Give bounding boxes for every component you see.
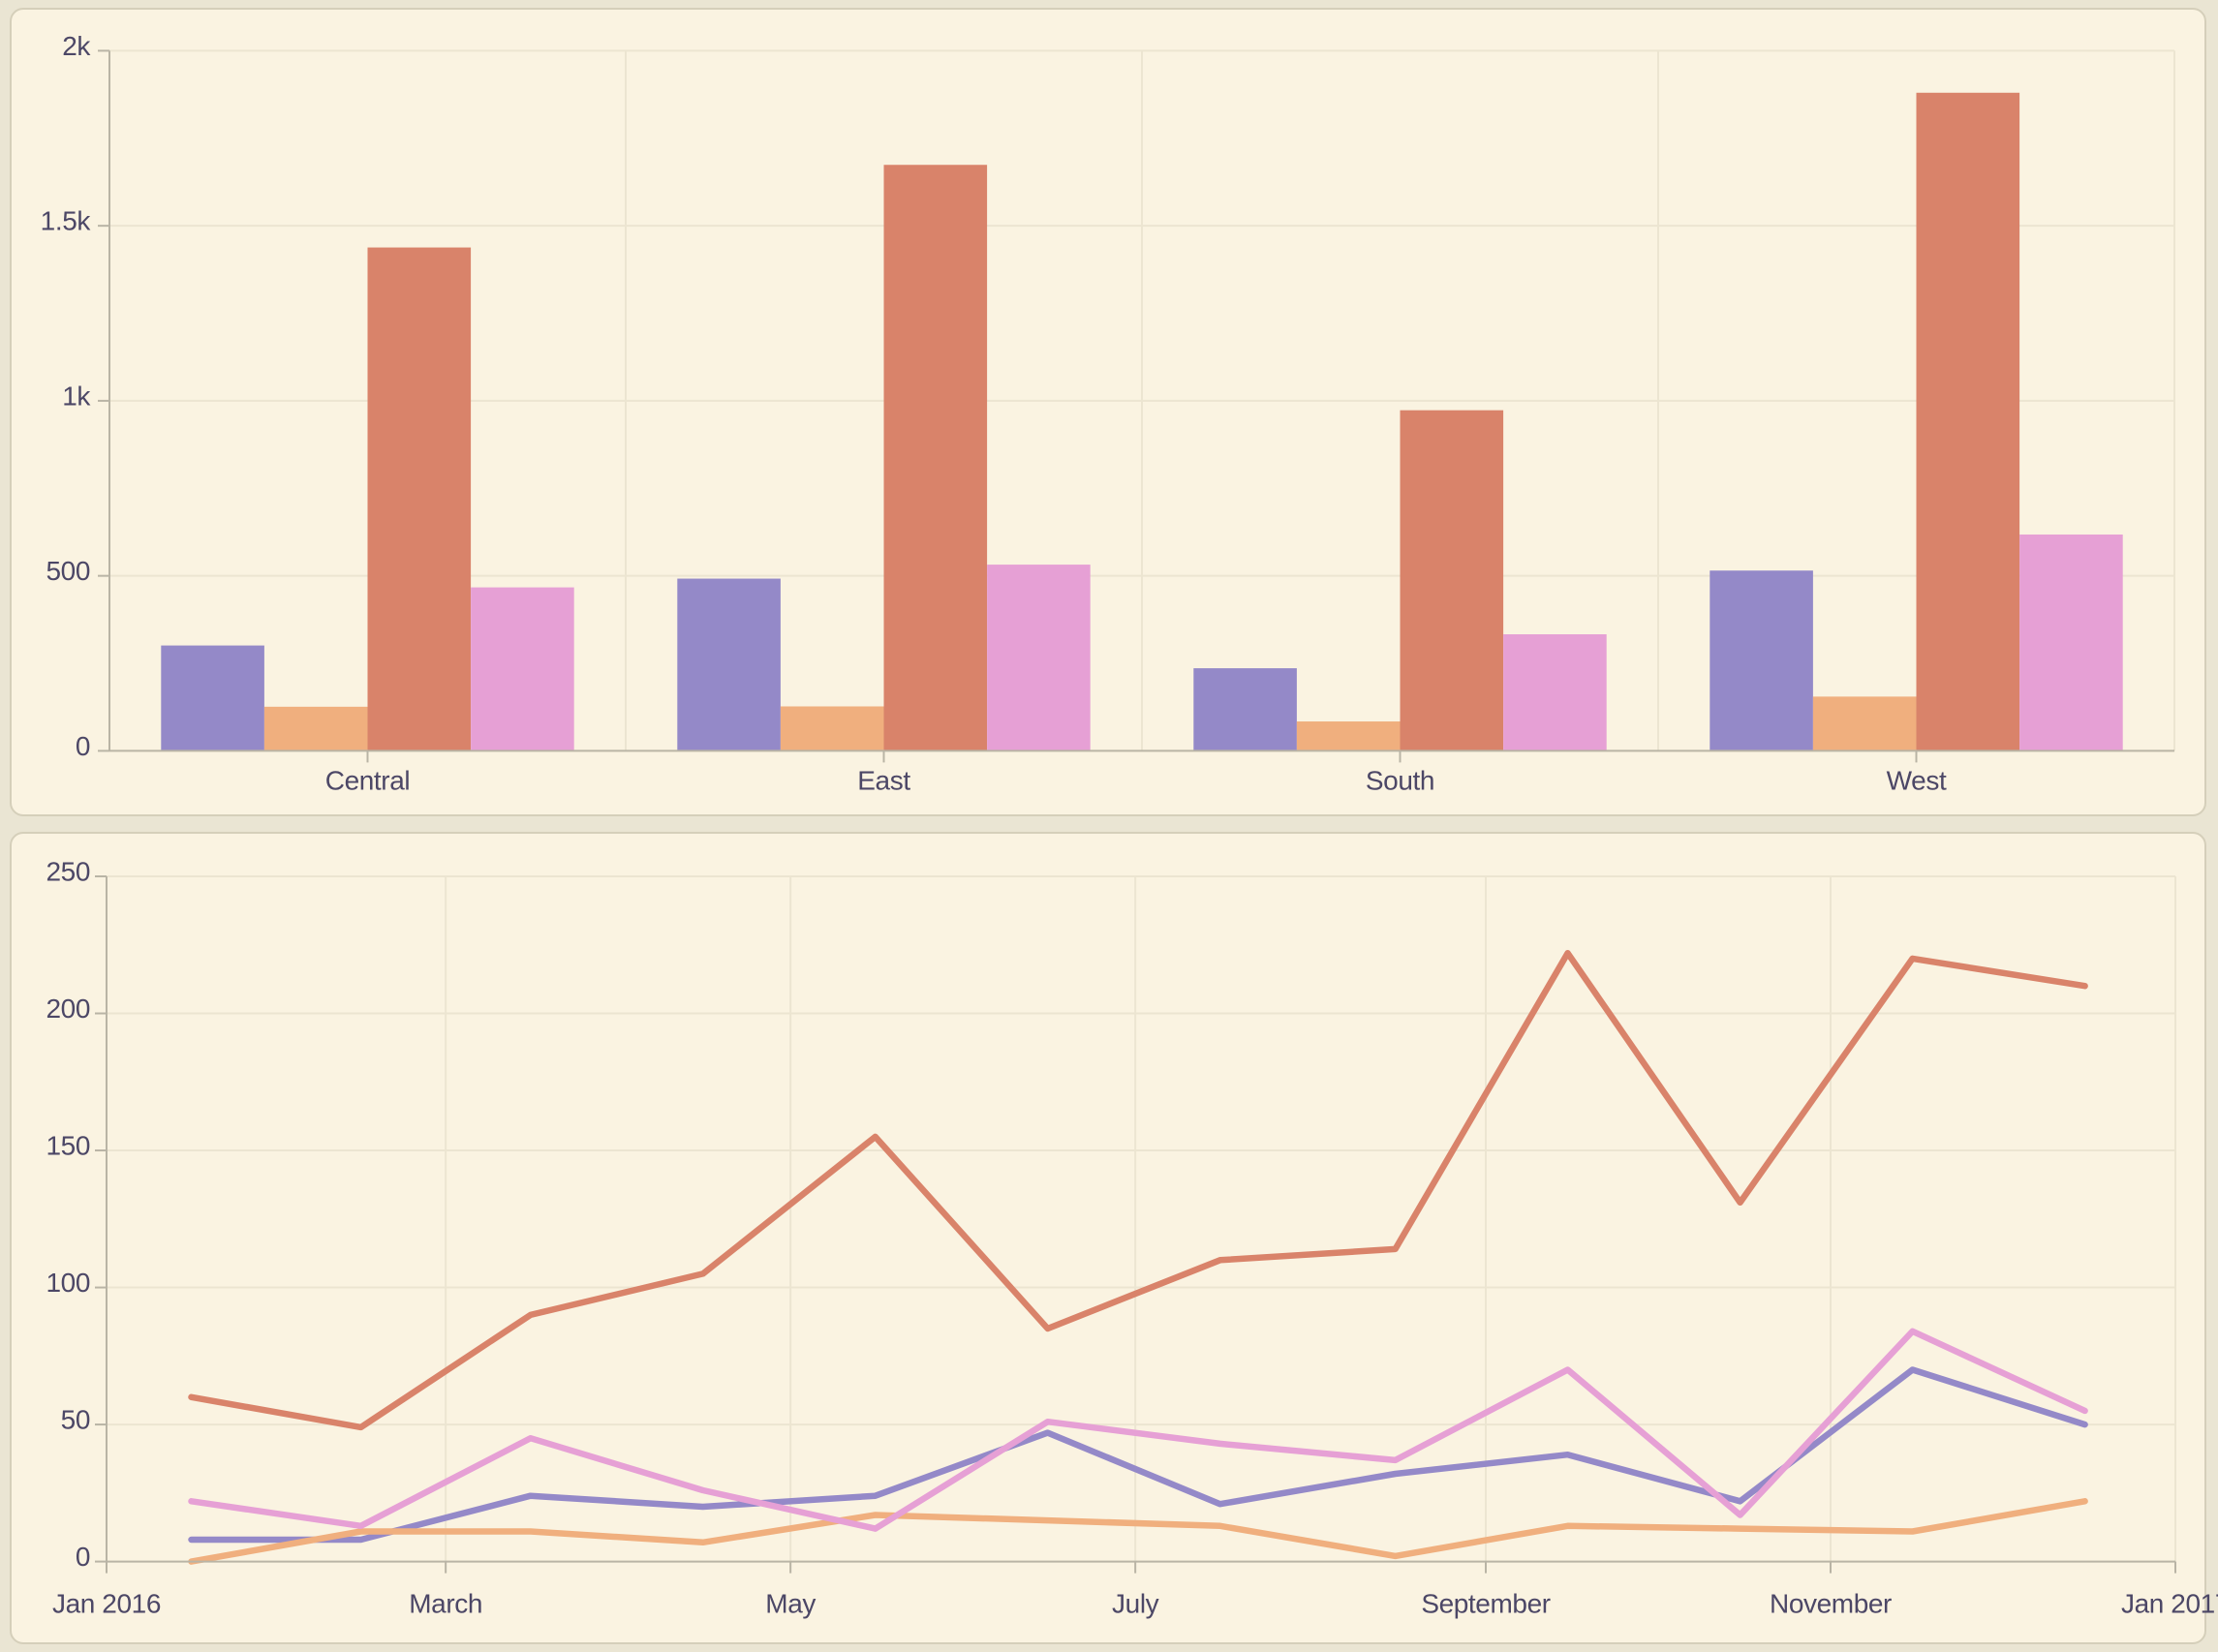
line-pink-series	[188, 1328, 2088, 1532]
line-purple-series	[188, 1366, 2088, 1544]
line-chart-x-tick-label: May	[765, 1589, 816, 1619]
bar-chart-y-tick-label: 1k	[62, 381, 91, 411]
line-chart-x-tick-label: November	[1770, 1589, 1892, 1619]
line-chart-x-tick-label: July	[1112, 1589, 1159, 1619]
line-peach-series	[188, 1498, 2088, 1565]
line-chart-x-tick-label: September	[1421, 1589, 1550, 1619]
bar-chart-y-tick-label: 1.5k	[41, 206, 92, 236]
bar-south-pink-series	[1503, 634, 1607, 751]
bar-central-salmon-series	[367, 247, 472, 751]
bar-chart-x-tick-label: West	[1887, 766, 1947, 796]
bar-west-peach-series	[1812, 696, 1917, 751]
line-chart-x-tick-label: March	[409, 1589, 482, 1619]
line-chart-y-tick-label: 200	[46, 994, 90, 1024]
bar-chart-y-tick-label: 500	[46, 556, 90, 586]
bar-east-peach-series	[780, 706, 884, 751]
bar-chart-y-tick-label: 0	[76, 731, 90, 761]
bar-south-salmon-series	[1400, 410, 1504, 751]
bar-central-pink-series	[471, 587, 574, 751]
line-chart-y-tick-label: 150	[46, 1131, 90, 1161]
line-chart-y-tick-label: 0	[76, 1542, 90, 1572]
bar-central-peach-series	[263, 706, 368, 751]
bar-chart-x-tick-label: East	[857, 766, 910, 796]
bar-chart-x-tick-label: Central	[325, 766, 410, 796]
bar-south-purple-series	[1193, 668, 1297, 751]
bar-chart-y-tick-label: 2k	[62, 31, 91, 61]
line-chart-panel	[10, 832, 2206, 1644]
bar-west-purple-series	[1710, 570, 1813, 751]
bar-chart-x-tick-label: South	[1366, 766, 1434, 796]
line-salmon-series	[188, 950, 2088, 1431]
bar-west-pink-series	[2019, 534, 2123, 751]
line-chart-y-tick-label: 50	[61, 1405, 90, 1435]
bar-east-salmon-series	[883, 165, 988, 751]
line-chart-x-tick-label: Jan 2016	[52, 1589, 161, 1619]
bar-south-peach-series	[1296, 721, 1401, 751]
line-chart-y-tick-label: 100	[46, 1268, 90, 1298]
bar-east-pink-series	[987, 565, 1091, 751]
bar-west-salmon-series	[1916, 92, 2020, 751]
bar-east-purple-series	[677, 578, 781, 751]
line-chart-y-tick-label: 250	[46, 857, 90, 887]
bar-central-purple-series	[161, 645, 264, 751]
line-chart-x-tick-label: Jan 2017	[2121, 1589, 2218, 1619]
